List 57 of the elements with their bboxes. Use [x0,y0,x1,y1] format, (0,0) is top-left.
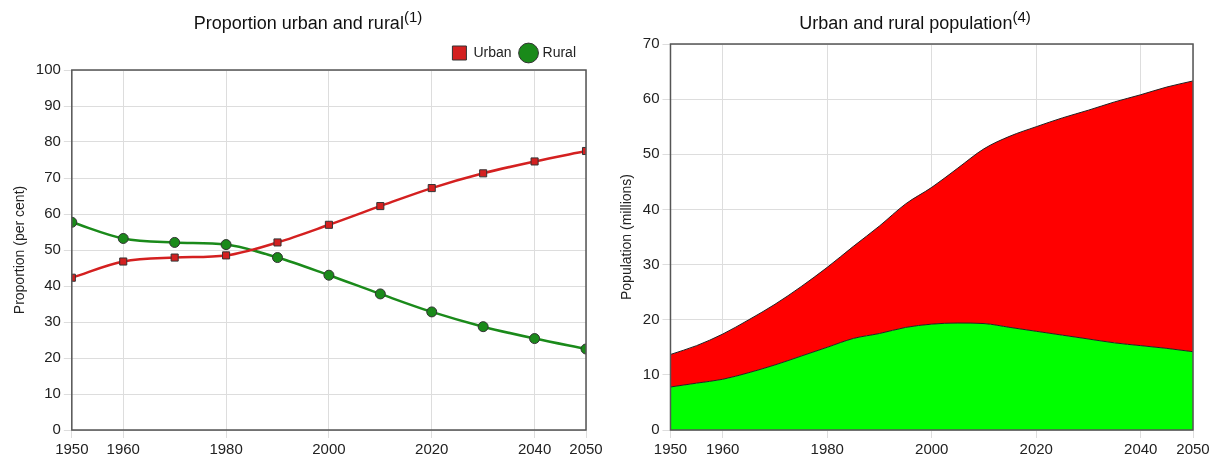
x-tick-label: 2020 [415,440,449,458]
x-tick-label: 2040 [1124,440,1158,458]
y-tick-label: 30 [44,312,61,330]
point [119,257,128,266]
point [479,169,488,178]
x-tick-label: 1950 [653,440,688,458]
y-tick-label: 70 [642,34,660,52]
point [273,238,282,247]
point [324,220,333,229]
y-tick-label: 60 [642,89,660,107]
y-tick-label: 50 [642,144,660,162]
x-tick-label: 2050 [569,440,603,458]
point [376,202,385,211]
point [529,333,541,345]
x-tick-label: 2000 [312,440,346,458]
x-tick-label: 1960 [106,440,140,458]
chart-title: Urban and rural population$^{(4)}$ [798,8,1032,33]
y-tick-label: 20 [44,348,61,366]
point [427,184,436,193]
y-tick-label: 20 [642,309,660,327]
y-tick-label: 100 [35,60,61,78]
x-tick-label: 2050 [1176,440,1210,458]
point [323,269,335,281]
x-tick-label: 1960 [706,440,740,458]
chart-title: Proportion urban and rural$^{(1)}$ [192,8,424,33]
point [374,288,386,300]
point [170,253,179,262]
x-tick-label: 1950 [55,440,89,458]
point [530,157,539,166]
x-tick-label: 2020 [1019,440,1053,458]
point [117,232,129,244]
y-tick-label: 70 [44,168,61,186]
y-tick-label: 80 [44,132,61,150]
y-axis-title: Proportion (per cent) [11,185,28,315]
y-tick-label: 40 [44,276,61,294]
legend-label: Rural [542,43,577,60]
legend-label: Urban [473,43,512,60]
y-tick-label: 10 [642,365,660,382]
y-tick-label: 0 [651,420,660,438]
point [220,239,232,251]
point [426,306,438,318]
x-tick-label: 1980 [810,440,844,458]
y-tick-label: 0 [52,420,61,438]
y-axis-title: Population (millions) [618,173,635,301]
y-tick-label: 30 [642,254,660,272]
point [222,251,231,260]
y-tick-label: 40 [642,199,660,217]
point [169,236,181,248]
x-tick-label: 2000 [915,440,949,458]
y-tick-label: 90 [44,96,61,114]
point [477,321,489,333]
y-tick-label: 10 [44,384,61,402]
y-tick-label: 60 [44,204,61,222]
y-tick-label: 50 [44,240,61,258]
x-tick-label: 2040 [517,440,552,458]
point [272,252,283,264]
x-tick-label: 1980 [209,440,243,458]
